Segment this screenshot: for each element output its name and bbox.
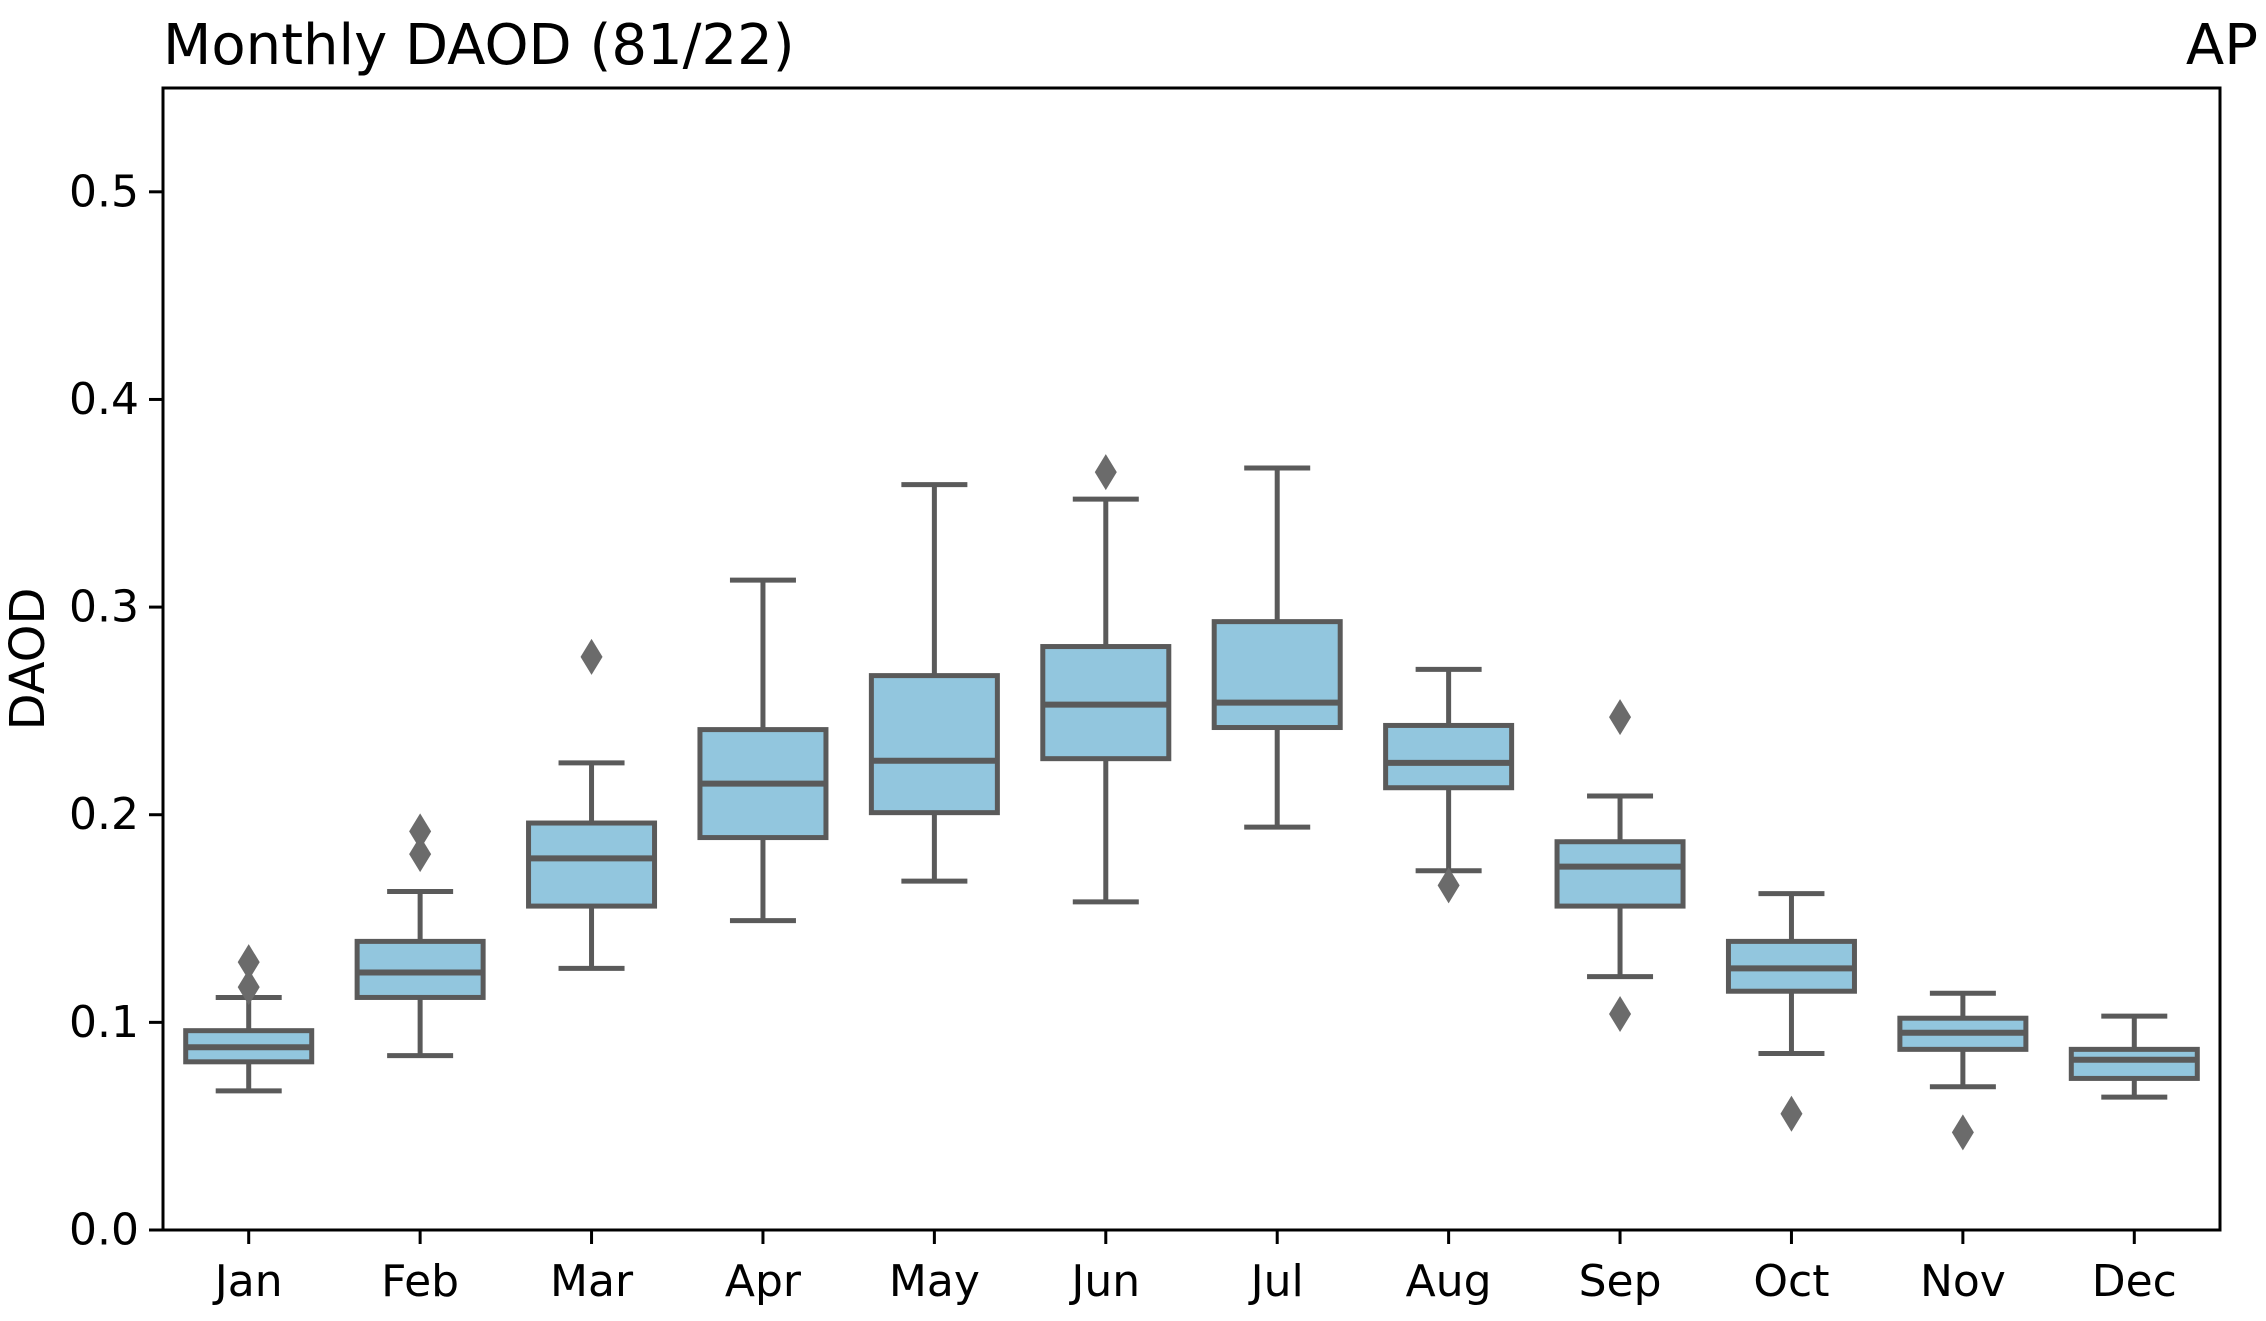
x-tick-label: Mar [550, 1256, 634, 1307]
plot-area: 0.0 0.1 0.2 0.3 0.4 0.5 Jan Feb Mar Apr May Jun Jul A… [69, 86, 2222, 1307]
box-feb-outlier-diamond [409, 836, 432, 873]
box-aug-outlier-diamond [1437, 867, 1460, 904]
x-tick-label: Jan [212, 1256, 283, 1307]
x-tick-label: Jul [1248, 1256, 1304, 1307]
x-tick-label: Oct [1753, 1256, 1829, 1307]
y-tick-label: 0.1 [69, 997, 139, 1048]
chart-corner-label: AP [2186, 13, 2258, 78]
box-feb-outlier-diamond [409, 813, 432, 850]
chart-title: Monthly DAOD (81/22) [163, 13, 795, 78]
box-aug-iqr-box [1383, 722, 1515, 791]
y-tick-label: 0.5 [69, 166, 139, 217]
box-oct-outlier-diamond [1780, 1095, 1803, 1132]
box-mar-iqr-box [526, 820, 658, 909]
box-sep-outlier-diamond [1609, 699, 1632, 736]
x-tick-label: Feb [381, 1256, 459, 1307]
y-tick-label: 0.4 [69, 374, 139, 425]
box-jun-outlier-diamond [1094, 454, 1117, 491]
box-dec-iqr-box [2068, 1046, 2200, 1081]
x-tick-label: Nov [1920, 1256, 2006, 1307]
box-sep-iqr-box [1554, 839, 1686, 909]
y-tick-label: 0.0 [69, 1205, 139, 1256]
box-jan-outlier-diamond [237, 969, 260, 1006]
x-tick-label: May [889, 1256, 980, 1307]
plot-border [161, 86, 2222, 1232]
x-tick-label: Jun [1068, 1256, 1140, 1307]
x-tick-label: Apr [725, 1256, 802, 1307]
box-nov-outlier-diamond [1951, 1114, 1974, 1151]
box-mar-outlier-diamond [580, 638, 603, 675]
y-axis-label: DAOD [0, 588, 56, 731]
x-tick-label: Dec [2092, 1256, 2177, 1307]
y-tick-label: 0.2 [69, 789, 139, 840]
box-jan-outlier-diamond [237, 944, 260, 981]
y-tick-label: 0.3 [69, 582, 139, 633]
box-sep-outlier-diamond [1609, 996, 1632, 1033]
box-jul-iqr-box [1211, 619, 1343, 731]
x-tick-label: Aug [1406, 1256, 1492, 1307]
x-tick-label: Sep [1579, 1256, 1662, 1307]
box-feb-iqr-box [354, 938, 486, 1000]
box-may-iqr-box [868, 673, 1000, 816]
